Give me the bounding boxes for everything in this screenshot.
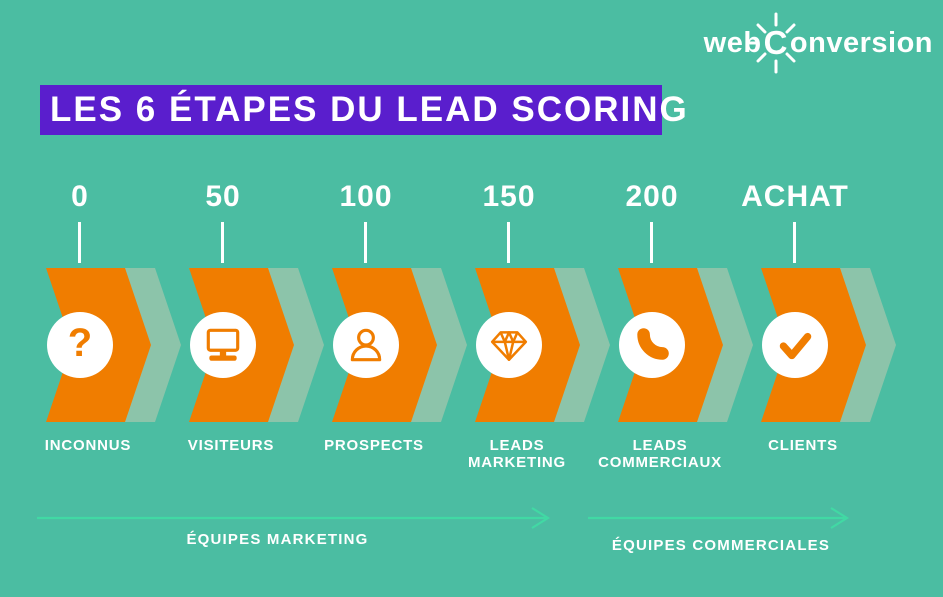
stage-name: VISITEURS <box>187 437 275 454</box>
logo-suffix: onversion <box>789 26 933 59</box>
icon-badge <box>333 312 399 378</box>
score-tick <box>650 222 653 263</box>
page-title: LES 6 ÉTAPES DU LEAD SCORING <box>50 90 689 129</box>
stage-name: LEADS MARKETING <box>467 437 567 471</box>
score-tick <box>793 222 796 263</box>
person-icon <box>350 328 382 362</box>
logo-accent-letter: C <box>763 24 788 61</box>
sun-rays-icon <box>748 12 796 74</box>
stage-name: INCONNUS <box>44 437 132 454</box>
score-label: ACHAT <box>741 180 849 213</box>
marketing-team-label: ÉQUIPES MARKETING <box>186 531 369 548</box>
score-label: 100 <box>339 180 393 213</box>
check-icon <box>779 332 812 360</box>
logo-c-wrap: C <box>748 12 796 74</box>
commercial-arrow <box>588 507 850 529</box>
icon-badge <box>619 312 685 378</box>
question-mark-icon: ? <box>67 321 93 365</box>
score-tick <box>78 222 81 263</box>
marketing-arrow <box>37 507 551 529</box>
commercial-team-label: ÉQUIPES COMMERCIALES <box>611 537 831 554</box>
stage-name: PROSPECTS <box>324 437 424 454</box>
score-label: 200 <box>625 180 679 213</box>
score-label: 150 <box>482 180 536 213</box>
score-tick <box>364 222 367 263</box>
score-tick <box>221 222 224 263</box>
score-label: 50 <box>205 180 241 213</box>
icon-badge <box>190 312 256 378</box>
icon-badge: ? <box>47 312 113 378</box>
diamond-icon <box>490 331 528 361</box>
score-tick <box>507 222 510 263</box>
computer-icon <box>206 328 240 361</box>
icon-badge <box>476 312 542 378</box>
title-banner: LES 6 ÉTAPES DU LEAD SCORING <box>40 85 687 135</box>
stage-name: LEADS COMMERCIAUX <box>598 437 722 471</box>
icon-badge <box>762 312 828 378</box>
score-label: 0 <box>71 180 89 213</box>
stage-name: CLIENTS <box>768 437 838 454</box>
phone-icon <box>637 328 669 360</box>
